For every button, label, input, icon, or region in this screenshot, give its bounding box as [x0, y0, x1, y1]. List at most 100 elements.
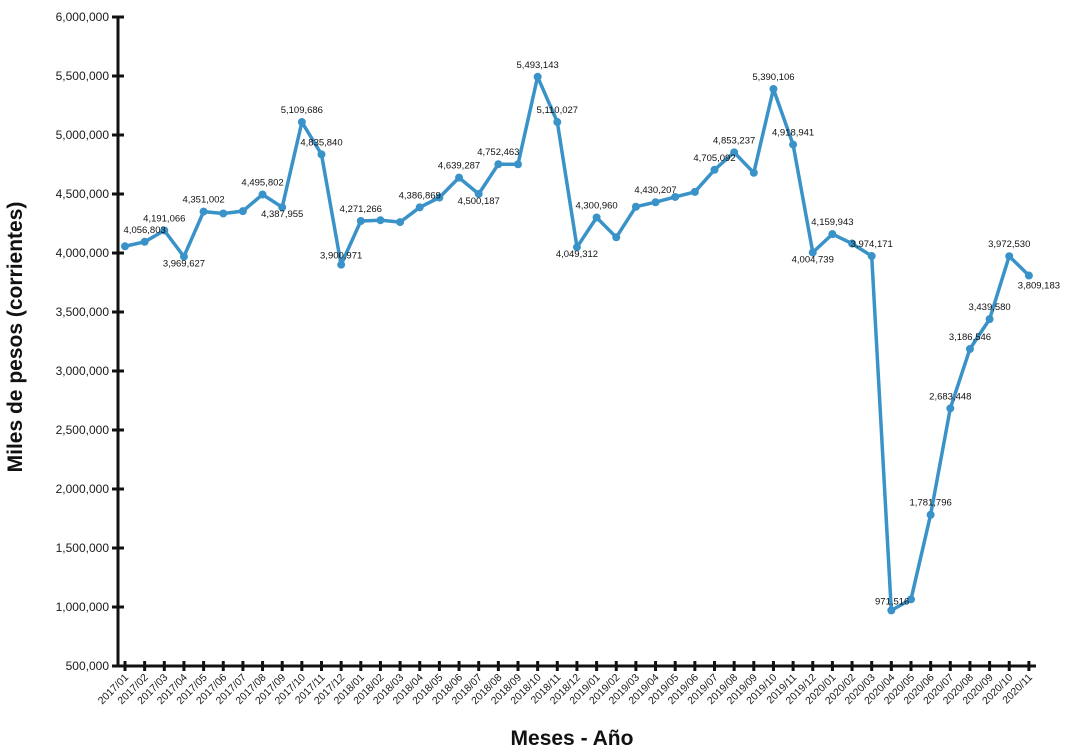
- data-point: [710, 165, 719, 174]
- y-axis: 500,000 1,000,000 1,500,000 2,000,000 2,500,…: [56, 10, 124, 673]
- data-label: 4,159,943: [811, 217, 853, 228]
- data-point: [179, 252, 188, 261]
- y-tick-label: 6,000,000: [56, 10, 110, 24]
- y-axis-title: Miles de pesos (corrientes): [4, 202, 27, 473]
- data-point: [219, 209, 228, 218]
- data-point: [749, 168, 758, 177]
- data-label: 4,056,803: [124, 225, 166, 236]
- data-label: 4,918,941: [772, 128, 814, 139]
- data-label: 4,500,187: [458, 196, 500, 207]
- data-point: [199, 207, 208, 216]
- data-label: 3,972,530: [988, 239, 1030, 250]
- data-label: 3,900,971: [320, 251, 362, 262]
- data-label: 4,387,955: [261, 209, 303, 220]
- y-tick-label: 3,500,000: [56, 305, 110, 319]
- data-point: [317, 150, 326, 159]
- data-point: [808, 248, 817, 257]
- y-tick-label: 4,500,000: [56, 187, 110, 201]
- data-point: [867, 252, 876, 261]
- data-point: [631, 202, 640, 211]
- data-label: 4,853,237: [713, 135, 755, 146]
- data-point: [965, 344, 974, 353]
- data-label: 5,390,106: [752, 72, 794, 83]
- data-label: 4,351,002: [182, 195, 224, 206]
- data-point: [730, 148, 739, 157]
- data-point: [455, 173, 464, 182]
- data-label: 4,386,869: [399, 190, 441, 201]
- data-point: [474, 189, 483, 198]
- data-point: [140, 237, 149, 246]
- data-point: [769, 84, 778, 93]
- data-label: 5,493,143: [517, 60, 559, 71]
- series-line-group: [121, 72, 1033, 615]
- data-point: [926, 510, 935, 519]
- data-point: [337, 260, 346, 269]
- data-label: 3,186,546: [949, 332, 991, 343]
- data-point: [1005, 252, 1014, 261]
- data-point: [514, 160, 522, 169]
- data-label: 4,430,207: [634, 185, 676, 196]
- series-line: [124, 75, 1031, 613]
- x-axis: 2017/012017/022017/032017/042017/052017/…: [96, 661, 1036, 707]
- data-point: [533, 72, 542, 81]
- data-point: [828, 230, 837, 239]
- y-tick-label: 5,000,000: [56, 128, 110, 142]
- data-label: 4,705,092: [693, 153, 735, 164]
- data-point: [690, 187, 699, 196]
- y-tick-label: 5,500,000: [56, 69, 110, 83]
- data-label: 5,109,686: [281, 105, 323, 116]
- data-label: 3,439,580: [968, 302, 1010, 313]
- data-label: 3,809,183: [1018, 281, 1060, 292]
- data-label: 4,191,066: [143, 213, 185, 224]
- y-tick-label: 2,000,000: [56, 482, 110, 496]
- y-tick-label: 4,000,000: [56, 246, 110, 260]
- data-point: [376, 216, 385, 225]
- data-point: [553, 118, 562, 127]
- data-point: [1024, 271, 1033, 280]
- data-point: [592, 213, 601, 222]
- data-point: [396, 218, 405, 227]
- x-axis-title: Meses - Año: [511, 727, 634, 750]
- y-tick-label: 2,500,000: [56, 423, 110, 437]
- y-tick-label: 1,500,000: [56, 541, 110, 555]
- data-label: 5,110,027: [537, 105, 579, 116]
- data-point: [671, 192, 680, 201]
- data-label: 4,835,840: [300, 137, 342, 148]
- y-tick-label: 500,000: [66, 659, 110, 673]
- data-point: [907, 595, 915, 604]
- data-point: [887, 606, 896, 615]
- data-point: [297, 118, 306, 127]
- data-point: [121, 242, 129, 251]
- y-tick-label: 3,000,000: [56, 364, 110, 378]
- data-point: [612, 233, 621, 242]
- data-label: 3,974,171: [851, 239, 893, 250]
- data-label: 3,969,627: [163, 259, 205, 270]
- data-point: [258, 190, 267, 199]
- data-point: [651, 198, 660, 207]
- data-point: [160, 226, 169, 235]
- data-point: [985, 315, 994, 324]
- data-point: [789, 140, 798, 149]
- data-point: [848, 239, 857, 248]
- data-label: 4,752,463: [477, 147, 519, 158]
- data-label: 4,495,802: [241, 177, 283, 188]
- data-point: [494, 160, 503, 169]
- data-point: [435, 193, 444, 202]
- data-point: [356, 216, 365, 225]
- data-point: [572, 243, 581, 252]
- data-label: 4,271,266: [340, 204, 382, 215]
- data-label: 4,049,312: [556, 249, 598, 260]
- data-label: 4,300,960: [575, 200, 617, 211]
- y-tick-label: 1,000,000: [56, 600, 110, 614]
- data-label: 971,516: [875, 596, 909, 607]
- data-point: [415, 203, 424, 212]
- data-label: 1,781,796: [910, 498, 952, 509]
- data-label: 4,639,287: [438, 161, 480, 172]
- data-point: [946, 404, 955, 413]
- data-label: 4,004,739: [792, 254, 834, 265]
- data-point: [278, 203, 287, 212]
- data-point: [238, 207, 247, 216]
- data-label: 2,683,448: [929, 391, 971, 402]
